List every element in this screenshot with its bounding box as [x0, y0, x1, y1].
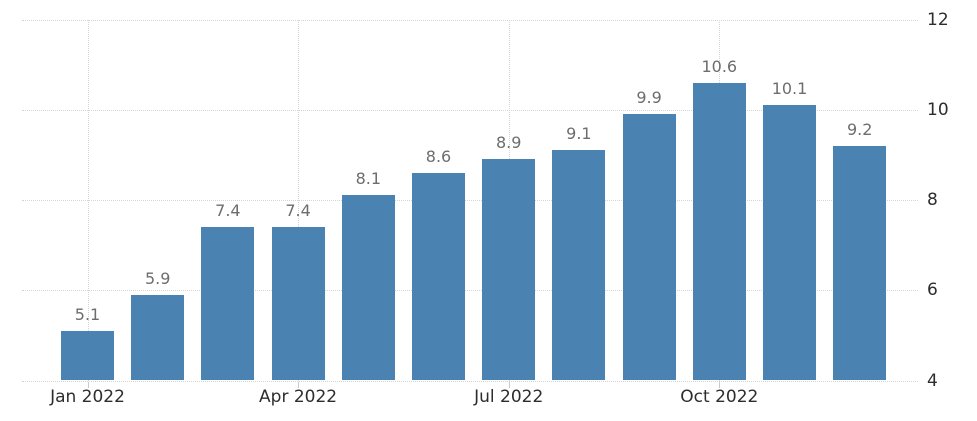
bar-value-label: 7.4 [285, 201, 311, 221]
bar [763, 105, 816, 381]
y-axis-tick-label: 6 [927, 280, 938, 301]
x-axis-tick [508, 382, 510, 388]
y-gridline [22, 290, 918, 292]
bar-value-label: 9.9 [636, 88, 662, 108]
y-gridline [22, 109, 918, 111]
bar [61, 330, 114, 381]
y-axis-tick-label: 10 [927, 99, 949, 120]
bar [482, 159, 536, 381]
bar [412, 172, 465, 381]
y-axis-tick-label: 12 [927, 9, 949, 30]
bar-value-label: 9.1 [566, 124, 592, 144]
x-axis-tick [298, 382, 300, 388]
x-axis-tick [719, 382, 721, 388]
bar [271, 227, 325, 381]
y-gridline [22, 19, 918, 21]
x-axis-tick-label: Jul 2022 [474, 387, 544, 407]
x-axis-tick-label: Apr 2022 [259, 387, 338, 407]
bar-value-label: 8.9 [495, 133, 522, 153]
bar [201, 227, 255, 381]
bar-value-label: 5.1 [74, 304, 101, 324]
bar-value-label: 8.1 [355, 169, 382, 189]
x-axis-tick-label: Jan 2022 [50, 387, 125, 407]
x-axis-tick [87, 382, 89, 388]
bar-value-label: 10.1 [771, 79, 808, 99]
bar-value-label: 10.6 [701, 56, 738, 76]
y-axis-tick-label: 8 [927, 190, 938, 210]
bar [692, 82, 746, 381]
bar [341, 195, 395, 381]
y-gridline [22, 200, 918, 201]
bar-value-label: 8.6 [425, 146, 452, 166]
bar [552, 150, 606, 381]
x-gridline [87, 19, 89, 381]
bar [131, 294, 185, 381]
x-gridline [298, 19, 300, 381]
bar-value-label: 5.9 [144, 268, 171, 288]
y-gridline [22, 380, 918, 382]
bar [622, 114, 676, 381]
x-axis-tick-label: Oct 2022 [680, 387, 759, 407]
bar-value-label: 7.4 [215, 201, 241, 221]
bar [833, 145, 887, 381]
bar-value-label: 9.2 [846, 119, 873, 139]
y-axis-tick-label: 4 [927, 370, 938, 391]
